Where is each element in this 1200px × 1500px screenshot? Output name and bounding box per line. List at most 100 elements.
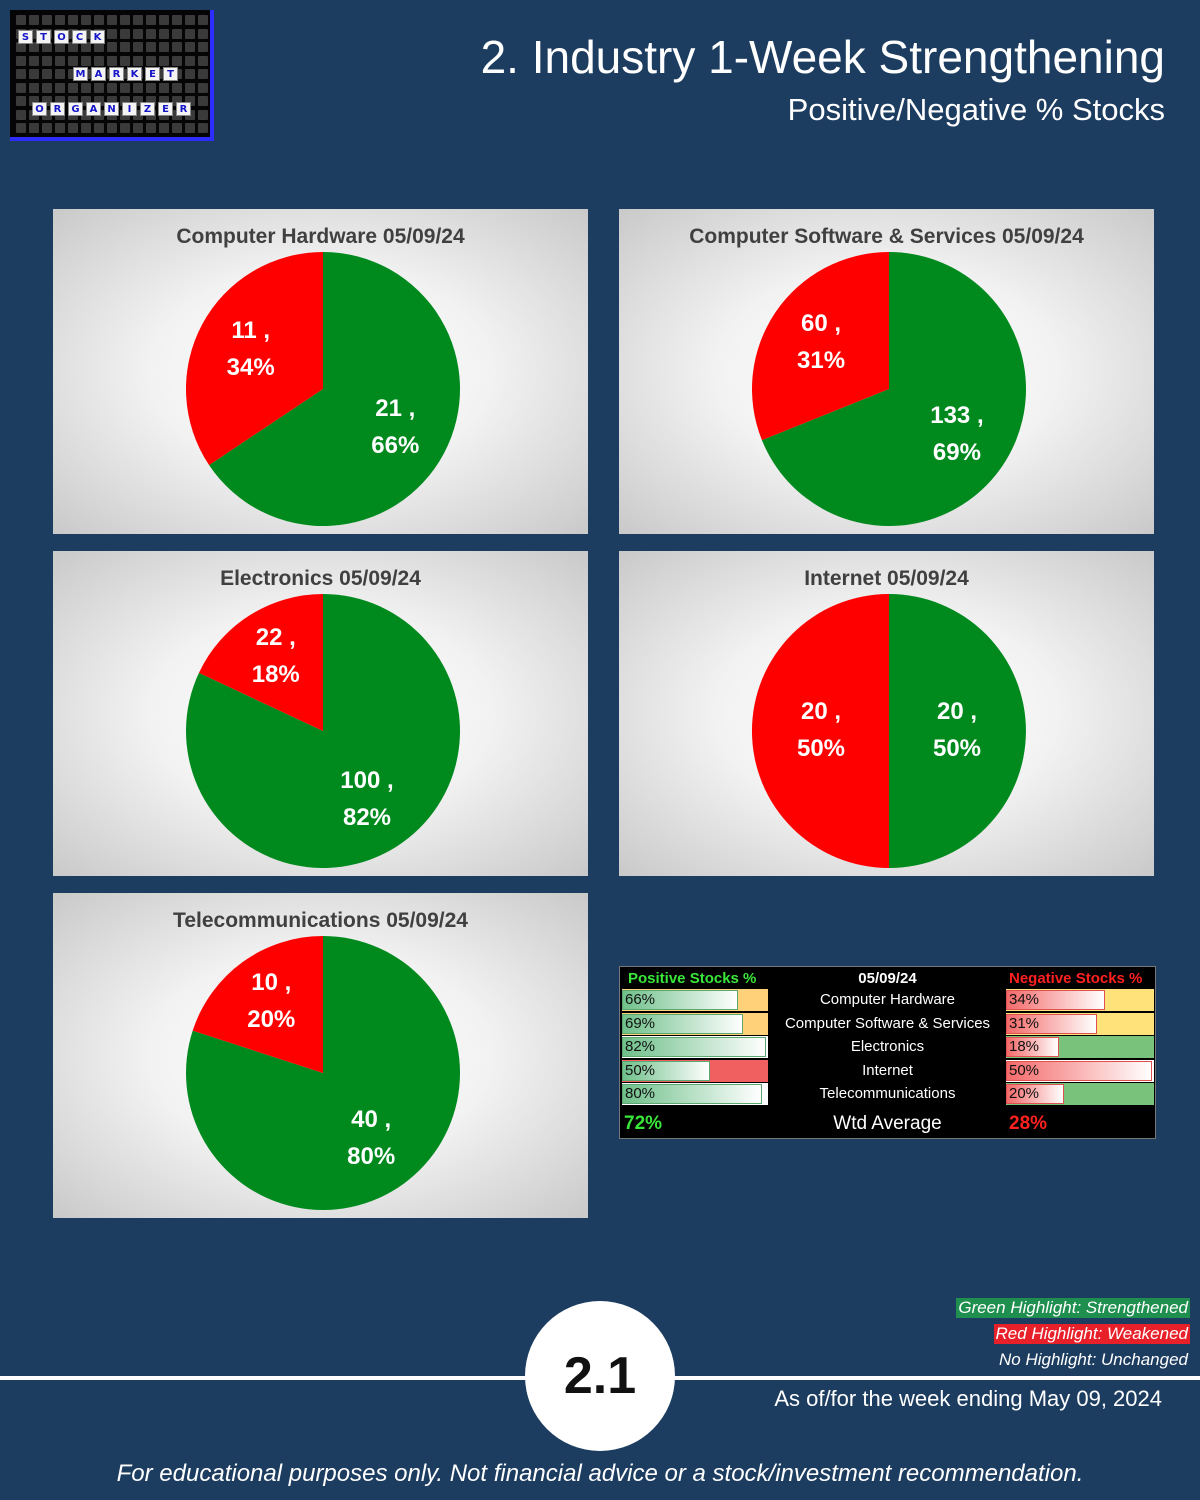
pie-label-line: 20 , — [800, 698, 842, 725]
logo-grid-cell — [120, 96, 130, 106]
industry-name: Computer Hardware — [819, 991, 956, 1008]
logo-grid-cell — [146, 82, 156, 93]
negative-cell: 18% — [1006, 1036, 1154, 1059]
logo-grid-cell — [133, 15, 143, 25]
logo-grid-cell — [94, 96, 104, 106]
logo-grid-cell — [81, 15, 91, 25]
pie-label-line: 34% — [226, 354, 275, 382]
summary-table: Positive Stocks % 05/09/24 Negative Stoc… — [619, 966, 1156, 1139]
logo-grid-cell — [16, 123, 26, 133]
logo-grid-cell — [107, 42, 117, 52]
pie-label-negative: 10 , 20% — [231, 964, 311, 1038]
logo-grid-cell — [146, 42, 156, 52]
logo-grid-cell — [120, 55, 130, 66]
pie-chart — [752, 252, 1026, 526]
logo-grid-cell — [185, 28, 195, 39]
logo-letter: Z — [140, 102, 155, 116]
logo-grid-cell — [81, 55, 91, 66]
logo-grid-cell — [68, 55, 78, 66]
pie-label-line: 80% — [347, 1143, 396, 1171]
industry-name: Electronics — [850, 1038, 925, 1056]
logo-grid-cell — [42, 42, 52, 52]
logo-letter: O — [54, 30, 69, 44]
logo-grid-cell — [198, 28, 208, 39]
chart-title: Telecommunications 05/09/24 — [173, 909, 468, 932]
pie-label-line: 82% — [342, 804, 392, 832]
logo-grid-cell — [185, 69, 195, 79]
positive-bar — [622, 1060, 710, 1081]
logo-grid-cell — [107, 96, 117, 106]
pie-label-positive: 21 , 66% — [355, 390, 435, 464]
logo-grid-cell — [29, 42, 39, 52]
pie-label-line: 40 , — [351, 1106, 392, 1134]
logo-grid-cell — [29, 123, 39, 133]
logo-grid-cell — [133, 96, 143, 106]
logo-grid-cell — [146, 28, 156, 39]
logo-grid-cell — [146, 55, 156, 66]
chart-title: Internet 05/09/24 — [804, 567, 969, 590]
logo-grid-cell — [55, 69, 65, 79]
logo-grid-cell — [159, 55, 169, 66]
pie-label-line: 11 , — [231, 317, 271, 345]
negative-value: 34% — [1009, 991, 1040, 1008]
chart-title: Computer Hardware 05/09/24 — [176, 225, 465, 248]
total-positive: 72% — [624, 1113, 663, 1134]
logo-grid-cell — [16, 42, 26, 52]
logo-grid-cell — [185, 96, 195, 106]
negative-header: Negative Stocks % — [1009, 970, 1143, 987]
logo-grid-cell — [198, 15, 208, 25]
positive-cell: 50% — [622, 1059, 768, 1082]
pie-label-line: 50% — [932, 735, 982, 762]
pie-label-positive: 40 , 80% — [331, 1101, 411, 1175]
pie-chart-panel: Internet 05/09/24 20 , 50% 20 , 50% — [619, 551, 1154, 876]
logo-grid-cell — [55, 96, 65, 106]
pie-label-line: 69% — [932, 438, 981, 466]
negative-bar — [1006, 990, 1106, 1010]
logo-grid-cell — [16, 96, 26, 106]
negative-cell: 34% — [1006, 989, 1154, 1011]
date-header: 05/09/24 — [858, 970, 917, 987]
pie-label-line: 20 , — [936, 698, 978, 725]
industry-name: Telecommunications — [819, 1085, 956, 1103]
industry-name: Internet — [862, 1061, 913, 1079]
logo-grid-cell — [159, 82, 169, 93]
pie-slice-negative — [186, 252, 323, 466]
logo-grid-cell — [159, 42, 169, 52]
positive-cell: 82% — [622, 1036, 768, 1059]
pie-label-line: 18% — [251, 660, 300, 688]
legend-weakened: Red Highlight: Weakened — [993, 1324, 1190, 1344]
pie-chart-panel: Electronics 05/09/24 100 , 82% 22 , 18% — [53, 551, 588, 876]
positive-bar — [622, 1037, 766, 1058]
pie-label-positive: 100 , 82% — [327, 762, 407, 836]
logo-grid-cell — [172, 96, 182, 106]
pie-label-negative: 20 , 50% — [781, 693, 861, 767]
pie-label-positive: 20 , 50% — [917, 693, 997, 767]
logo-grid-cell — [42, 15, 52, 25]
page-number-badge: 2.1 — [525, 1301, 675, 1451]
logo-grid-cell — [172, 123, 182, 133]
logo-grid-cell — [55, 123, 65, 133]
pie-slice-positive — [185, 594, 460, 868]
logo-letter: A — [86, 102, 101, 116]
logo-grid-cell — [55, 42, 65, 52]
logo-grid-cell — [159, 96, 169, 106]
logo-letter: N — [104, 102, 119, 116]
logo-letter: E — [145, 67, 160, 81]
pie-label-line: 10 , — [251, 968, 292, 996]
logo-grid-cell — [55, 55, 65, 66]
pie-chart-panel: Computer Hardware 05/09/24 21 , 66% 11 , 34% — [53, 209, 588, 534]
pie-slice-positive — [889, 594, 1026, 868]
logo-grid-cell — [120, 42, 130, 52]
pie-label-line: 31% — [797, 347, 846, 375]
logo-grid-cell — [185, 55, 195, 66]
as-of-date: As of/for the week ending May 09, 2024 — [774, 1386, 1162, 1411]
logo-grid-cell — [81, 123, 91, 133]
negative-cell: 50% — [1006, 1059, 1154, 1082]
page-title: 2. Industry 1-Week Strengthening — [480, 31, 1165, 83]
pie-label-line: 50% — [796, 735, 846, 762]
pie-chart — [186, 252, 460, 526]
logo-grid-cell — [55, 82, 65, 93]
logo-grid-cell — [42, 82, 52, 93]
